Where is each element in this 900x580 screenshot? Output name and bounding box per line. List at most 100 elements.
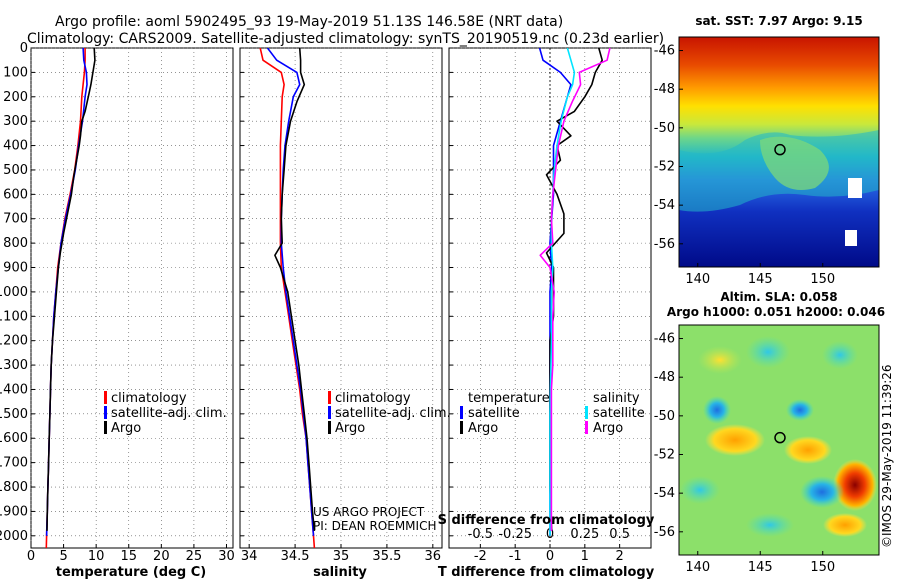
series-line-s-argo [539,48,611,531]
x-tick-label: -1 [509,549,522,564]
depth-tick-label: 100 [3,65,28,80]
x-tick-label: 15 [120,549,137,564]
depth-tick-label: 200 [3,90,28,105]
map-y-tick-label: -56 [654,237,675,252]
legend-label-climatology: climatology [111,391,187,406]
salinity-legend: climatology satellite-adj. clim. Argo [328,391,451,436]
depth-tick-label: 700 [3,212,28,227]
legend-title-temperature: temperature [468,391,550,406]
project-credit: US ARGO PROJECT [313,505,425,519]
sla-anomaly-high [698,346,742,374]
depth-tick-label: 1200 [0,334,28,349]
legend-swatch-argo [328,421,331,434]
panel-series-group [538,48,611,536]
map-x-tick-label: 150 [810,272,835,287]
s-difference-tick-label: -0.5 [468,527,493,542]
depth-tick-label: 500 [3,163,28,178]
series-line-argo [274,48,316,531]
legend-swatch-climatology [104,391,107,404]
legend-label-argo: Argo [111,421,141,436]
legend-swatch-t-argo [460,421,463,434]
map-y-tick-label: -54 [654,486,675,501]
legend-label-satellite: satellite-adj. clim. [111,406,227,421]
x-tick-label: 0 [546,549,554,564]
sla-anomaly-low [746,336,790,368]
map-x-tick-label: 140 [685,272,710,287]
legend-label-t-satellite: satellite [468,406,520,421]
map-x-tick-label: 140 [685,560,710,575]
series-layer [45,48,611,548]
panel-series-group [45,48,96,548]
sst-map [679,37,879,267]
series-line-t-argo [545,48,604,531]
map-y-tick-label: -48 [654,370,675,385]
sla-anomaly-low [703,396,731,424]
map-y-tick-label: -52 [654,159,675,174]
map-y-tick-label: -46 [654,44,675,59]
x-tick-label: 34.5 [281,549,310,564]
map-y-tick-label: -52 [654,447,675,462]
legend-label-satellite: satellite-adj. clim. [335,406,451,421]
legend-label-s-argo: Argo [593,421,623,436]
x-tick-label: 36 [425,549,442,564]
sst-map-title: sat. SST: 7.97 Argo: 9.15 [695,14,862,28]
x-tick-label: 20 [153,549,170,564]
s-difference-axis-label: S difference from climatology [438,513,655,528]
sla-anomaly-high [784,436,832,464]
series-line-argo [46,48,96,531]
sla-map-axes: 140 145 150 -46 -48 -50 -52 -54 -56 [654,332,835,575]
depth-tick-label: 1700 [0,456,28,471]
map-x-tick-label: 145 [748,560,773,575]
depth-tick-label: 1500 [0,407,28,422]
temperature-legend: climatology satellite-adj. clim. Argo [104,391,227,436]
x-tick-label: 34 [241,549,258,564]
x-tick-label: -2 [474,549,487,564]
map-y-tick-label: -46 [654,332,675,347]
map-y-tick-label: -56 [654,525,675,540]
depth-tick-label: 400 [3,139,28,154]
temperature-panel-frame [30,47,234,549]
legend-swatch-argo [104,421,107,434]
sla-anomaly-high [705,424,765,456]
legend-swatch-satellite [104,406,107,419]
depth-tick-label: 1600 [0,431,28,446]
s-difference-tick-label: 0.25 [570,527,599,542]
depth-tick-label: 2000 [0,529,28,544]
x-tick-label: 5 [59,549,67,564]
depth-tick-label: 800 [3,236,28,251]
figure-title-line1: Argo profile: aoml 5902495_93 19-May-201… [55,14,563,30]
panel-series-group [259,48,316,548]
land-mask [848,178,862,198]
x-axes: 0 5 10 15 20 25 30 34 34.5 35 35.5 36 -2 -1 0 1 2 -0.5 -0.… [27,527,630,564]
s-difference-tick-label: 0.5 [609,527,630,542]
map-y-tick-label: -54 [654,198,675,213]
legend-label-argo: Argo [335,421,365,436]
sst-map-frame [678,36,880,268]
series-line-satellite-adj-clim [266,48,315,536]
salinity-axis-label: salinity [313,565,367,580]
sla-map [679,325,879,555]
map-x-tick-label: 150 [810,560,835,575]
sla-map-title-line1: Altim. SLA: 0.058 [720,290,837,304]
depth-tick-label: 0 [20,41,28,56]
x-tick-label: 2 [616,549,624,564]
temperature-axis-label: temperature (deg C) [56,565,206,580]
x-tick-label: 35.5 [372,549,401,564]
legend-label-t-argo: Argo [468,421,498,436]
depth-tick-label: 1100 [0,309,28,324]
x-tick-label: 25 [186,549,203,564]
timestamp-stamp: ©IMOS 29-May-2019 11:39:26 [880,364,894,548]
depth-tick-label: 1000 [0,285,28,300]
depth-tick-label: 300 [3,114,28,129]
map-y-tick-label: -50 [654,121,675,136]
depth-tick-label: 1800 [0,480,28,495]
x-tick-label: 35 [333,549,350,564]
depth-axis: 0 100 200 300 400 500 600 700 800 900 1000 1100 1200… [0,41,28,544]
legend-swatch-climatology [328,391,331,404]
sla-anomaly-low [786,399,814,421]
argo-location-marker [774,431,786,444]
sla-anomaly-low [800,476,844,508]
legend-label-s-satellite: satellite [593,406,645,421]
depth-tick-label: 1400 [0,382,28,397]
